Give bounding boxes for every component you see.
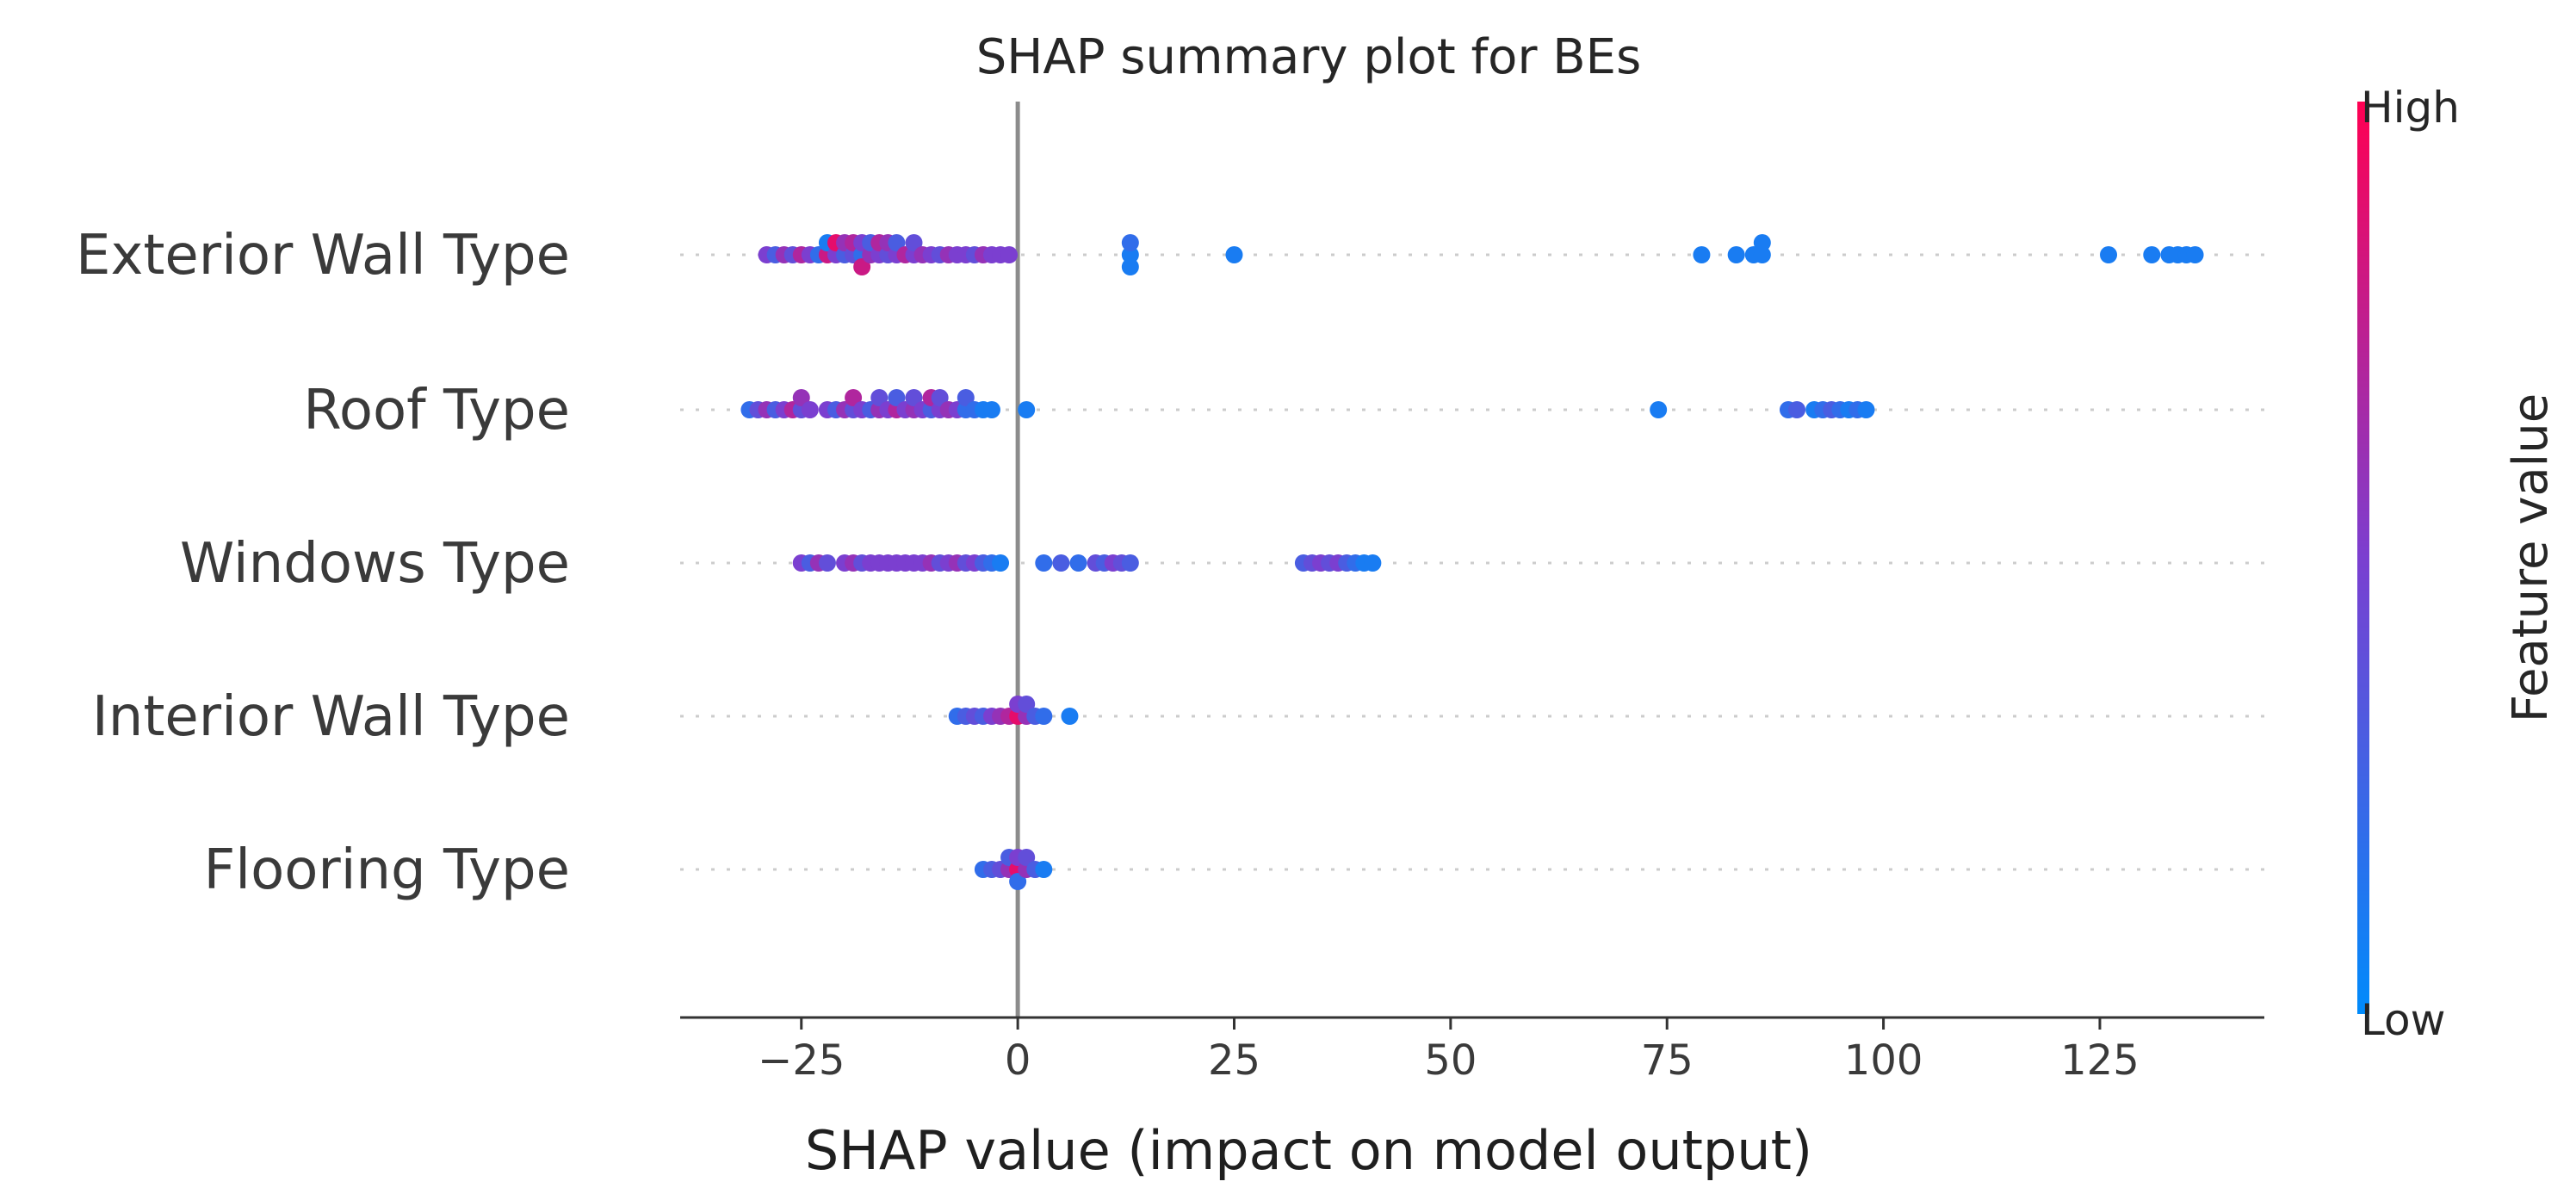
- shap-point: [992, 554, 1010, 572]
- shap-point: [792, 389, 810, 406]
- shap-point: [1018, 401, 1036, 418]
- feature-labels: Exterior Wall Type Roof Type Windows Type I…: [76, 224, 570, 902]
- shap-point: [1035, 708, 1053, 725]
- shap-point: [2100, 246, 2118, 263]
- x-axis-ticks: −25 0 25 50 75 100 125: [758, 1018, 2139, 1085]
- shap-point: [1069, 554, 1087, 572]
- shap-point: [888, 389, 906, 406]
- shap-point: [931, 389, 949, 406]
- shap-point: [1035, 554, 1053, 572]
- shap-point: [1788, 401, 1806, 418]
- shap-point: [1018, 696, 1036, 713]
- colorbar: [2357, 102, 2369, 1014]
- shap-point: [1061, 708, 1079, 725]
- x-tick-label: 75: [1641, 1036, 1694, 1085]
- shap-point: [1121, 258, 1139, 275]
- shap-point: [1018, 849, 1036, 866]
- shap-point: [957, 389, 975, 406]
- colorbar-title: Feature value: [2503, 393, 2559, 722]
- shap-point: [1052, 554, 1070, 572]
- shap-point: [905, 234, 923, 251]
- x-tick-label: −25: [758, 1036, 845, 1085]
- chart-title: SHAP summary plot for BEs: [976, 29, 1642, 85]
- x-tick-label: 50: [1424, 1036, 1477, 1085]
- shap-point: [853, 258, 871, 275]
- feature-label: Exterior Wall Type: [76, 224, 570, 288]
- shap-point: [1000, 246, 1019, 263]
- shap-point: [818, 554, 836, 572]
- shap-point: [1364, 554, 1382, 572]
- x-tick-label: 125: [2060, 1036, 2139, 1085]
- shap-point: [1693, 246, 1711, 263]
- shap-point: [1121, 554, 1139, 572]
- shap-point: [845, 389, 863, 406]
- feature-label: Roof Type: [303, 379, 570, 442]
- feature-label: Interior Wall Type: [92, 685, 570, 749]
- shap-point: [2186, 246, 2204, 263]
- shap-point: [1650, 401, 1668, 418]
- shap-point: [1009, 873, 1027, 890]
- shap-point: [888, 234, 906, 251]
- colorbar-high-label: High: [2361, 83, 2460, 133]
- x-tick-label: 25: [1208, 1036, 1260, 1085]
- feature-label: Windows Type: [180, 532, 570, 596]
- shap-point: [801, 401, 819, 418]
- colorbar-low-label: Low: [2361, 995, 2445, 1045]
- shap-point: [1121, 234, 1139, 251]
- shap-points: [740, 234, 2204, 890]
- shap-point: [905, 389, 923, 406]
- shap-point: [1225, 246, 1243, 263]
- shap-point: [1753, 234, 1771, 251]
- shap-point: [870, 389, 889, 406]
- shap-point: [1857, 401, 1875, 418]
- shap-point: [1121, 246, 1139, 263]
- x-tick-label: 0: [1005, 1036, 1031, 1085]
- feature-label: Flooring Type: [203, 838, 570, 902]
- shap-point: [2143, 246, 2161, 263]
- x-axis-label: SHAP value (impact on model output): [805, 1119, 1812, 1182]
- shap-point: [1753, 246, 1771, 263]
- shap-point: [1727, 246, 1745, 263]
- x-tick-label: 100: [1844, 1036, 1923, 1085]
- shap-point: [1035, 861, 1053, 878]
- shap-point: [982, 401, 1000, 418]
